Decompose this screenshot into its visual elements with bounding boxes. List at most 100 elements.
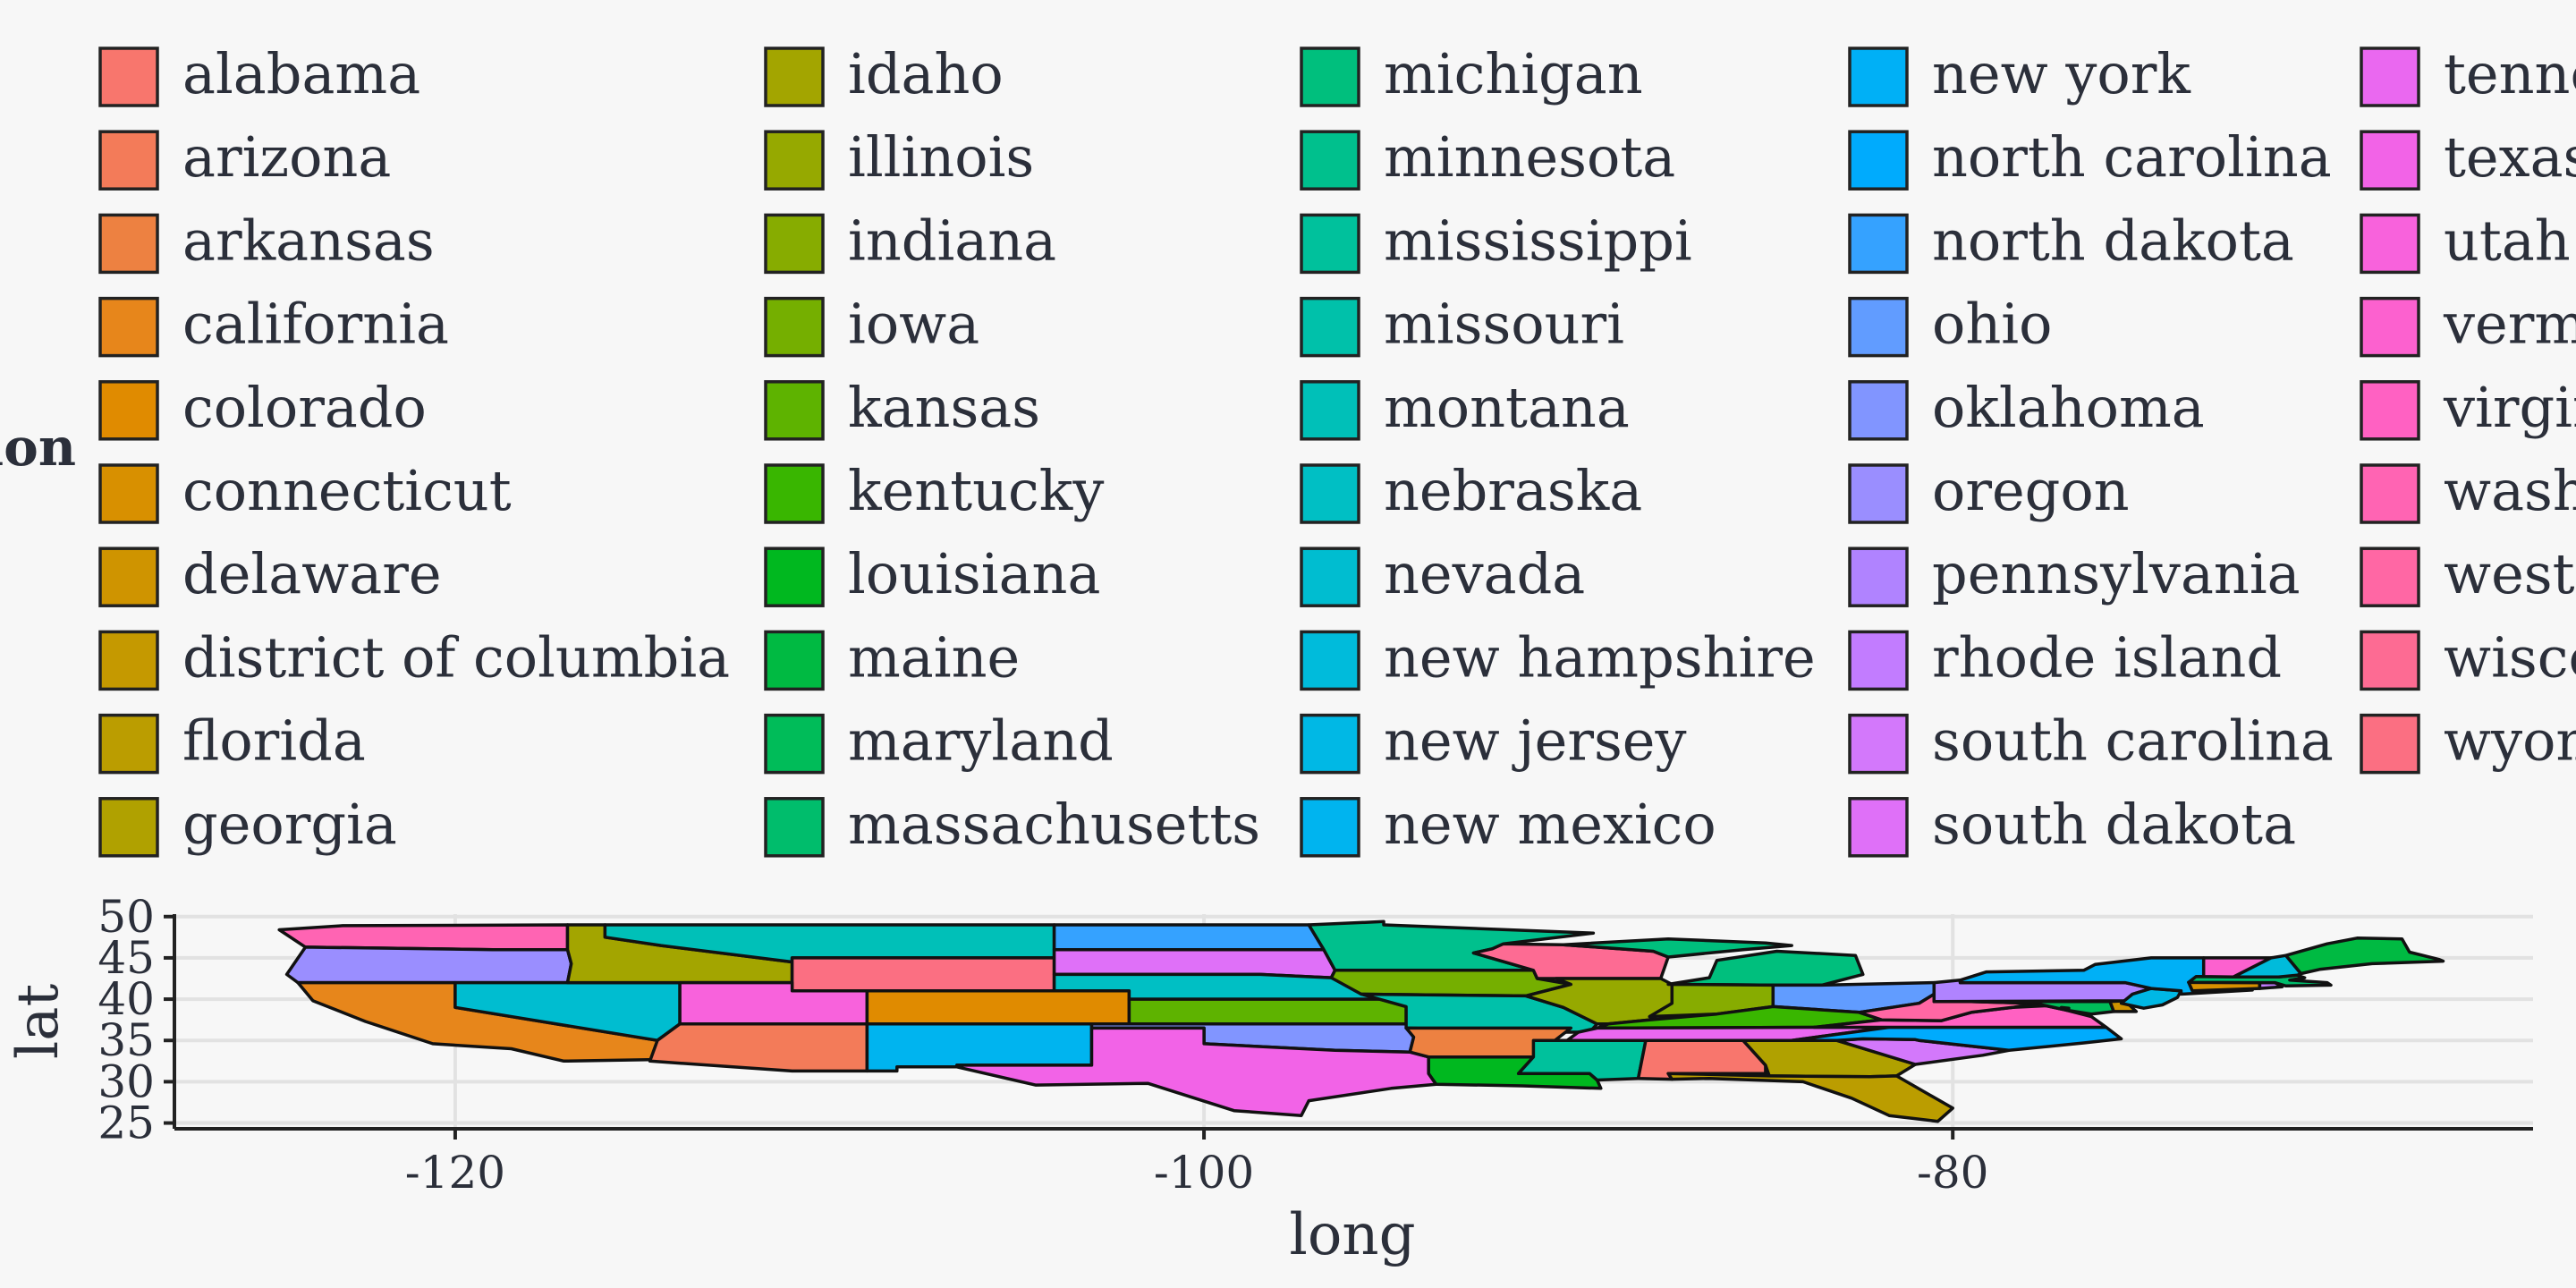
legend-key-minnesota bbox=[1300, 130, 1360, 191]
legend-key-louisiana bbox=[764, 547, 825, 607]
legend-label-georgia: georgia bbox=[182, 792, 397, 857]
legend-key-florida bbox=[98, 713, 159, 775]
legend-label-montana: montana bbox=[1384, 375, 1630, 440]
legend-label-iowa: iowa bbox=[848, 292, 979, 357]
legend-label-minnesota: minnesota bbox=[1384, 124, 1675, 190]
legend-label-missouri: missouri bbox=[1384, 292, 1624, 357]
legend-key-idaho bbox=[764, 47, 825, 107]
legend-label-south-carolina: south carolina bbox=[1932, 708, 2334, 774]
legend-key-utah bbox=[2360, 213, 2420, 275]
legend-key-tennessee bbox=[2360, 47, 2420, 107]
legend-label-district-of-columbia: district of columbia bbox=[182, 624, 730, 690]
legend-label-vermont: vermont bbox=[2443, 292, 2576, 357]
legend-label-idaho: idaho bbox=[848, 41, 1004, 106]
legend-key-georgia bbox=[98, 797, 159, 858]
legend-key-montana bbox=[1300, 380, 1360, 441]
y-tick-label: 45 bbox=[97, 932, 155, 984]
legend-label-colorado: colorado bbox=[182, 375, 427, 440]
y-tick-label: 25 bbox=[97, 1097, 155, 1149]
map-regions bbox=[277, 919, 2445, 1123]
region-wyoming bbox=[790, 956, 1056, 993]
legend-label-louisiana: louisiana bbox=[848, 541, 1100, 606]
region-michigan-upper bbox=[1562, 936, 1793, 959]
legend-key-illinois bbox=[764, 130, 825, 191]
legend-label-michigan: michigan bbox=[1384, 41, 1643, 106]
region-maine bbox=[2284, 936, 2445, 976]
legend-key-rhode-island bbox=[1848, 630, 1909, 691]
y-tick-label: 35 bbox=[97, 1014, 155, 1066]
legend-key-new-york bbox=[1848, 47, 1909, 107]
legend-key-indiana bbox=[764, 213, 825, 275]
legend-key-virginia bbox=[2360, 380, 2420, 441]
legend-key-arizona bbox=[98, 130, 159, 191]
legend-label-illinois: illinois bbox=[848, 124, 1034, 190]
legend: alabama arizona arkansas california colorado… bbox=[98, 41, 2576, 858]
legend-label-north-dakota: north dakota bbox=[1932, 208, 2294, 273]
legend-label-arkansas: arkansas bbox=[182, 208, 435, 273]
x-tick-label: -100 bbox=[1154, 1147, 1254, 1199]
legend-label-texas: texas bbox=[2444, 124, 2576, 190]
axes bbox=[173, 914, 2533, 1131]
legend-key-iowa bbox=[764, 296, 825, 358]
legend-key-nebraska bbox=[1300, 463, 1360, 524]
legend-label-indiana: indiana bbox=[848, 208, 1056, 273]
legend-key-new-hampshire bbox=[1300, 630, 1360, 691]
legend-key-maryland bbox=[764, 713, 825, 775]
legend-key-new-jersey bbox=[1300, 713, 1360, 775]
legend-key-connecticut bbox=[98, 463, 159, 524]
legend-key-mississippi bbox=[1300, 213, 1360, 275]
region-north-dakota bbox=[1052, 923, 1326, 952]
legend-key-california bbox=[98, 296, 159, 358]
legend-key-oregon bbox=[1848, 463, 1909, 524]
legend-key-vermont bbox=[2360, 296, 2420, 358]
legend-key-colorado bbox=[98, 380, 159, 441]
legend-label-connecticut: connecticut bbox=[182, 458, 512, 523]
legend-label-florida: florida bbox=[182, 708, 366, 774]
region-mississippi bbox=[1516, 1038, 1648, 1082]
legend-key-nevada bbox=[1300, 547, 1360, 607]
legend-key-pennsylvania bbox=[1848, 547, 1909, 607]
y-tick-label: 40 bbox=[97, 973, 155, 1025]
legend-key-massachusetts bbox=[764, 797, 825, 858]
region-colorado bbox=[865, 989, 1131, 1026]
legend-label-virginia: virginia bbox=[2443, 375, 2576, 440]
legend-key-ohio bbox=[1848, 296, 1909, 358]
legend-key-texas bbox=[2360, 130, 2420, 191]
region-oregon bbox=[284, 945, 573, 985]
legend-label-utah: utah bbox=[2444, 208, 2571, 273]
x-tick-label: -80 bbox=[1917, 1147, 1989, 1199]
legend-key-district-of-columbia bbox=[98, 630, 159, 691]
region-kansas bbox=[1127, 997, 1408, 1026]
legend-label-pennsylvania: pennsylvania bbox=[1932, 541, 2301, 606]
legend-key-delaware bbox=[98, 547, 159, 607]
legend-label-new-jersey: new jersey bbox=[1384, 708, 1687, 774]
legend-key-wyoming bbox=[2360, 713, 2420, 775]
legend-key-north-carolina bbox=[1848, 130, 1909, 191]
legend-label-kansas: kansas bbox=[848, 375, 1040, 440]
legend-label-ohio: ohio bbox=[1932, 292, 2052, 357]
legend-label-maine: maine bbox=[848, 624, 1020, 690]
x-tick-label: -120 bbox=[405, 1147, 505, 1199]
legend-key-michigan bbox=[1300, 47, 1360, 107]
legend-key-north-dakota bbox=[1848, 213, 1909, 275]
legend-label-delaware: delaware bbox=[182, 541, 442, 606]
region-district-of-columbia bbox=[2059, 1005, 2071, 1011]
y-axis-title: lat bbox=[5, 984, 72, 1060]
legend-title: region bbox=[0, 417, 76, 478]
legend-key-maine bbox=[764, 630, 825, 691]
legend-label-wyoming: wyoming bbox=[2444, 708, 2576, 774]
legend-label-rhode-island: rhode island bbox=[1932, 624, 2282, 690]
legend-label-arizona: arizona bbox=[182, 124, 391, 190]
region-florida bbox=[1666, 1072, 1954, 1123]
legend-key-west-virginia bbox=[2360, 547, 2420, 607]
legend-label-oklahoma: oklahoma bbox=[1932, 375, 2205, 440]
y-tick-label: 50 bbox=[97, 891, 155, 943]
legend-key-kentucky bbox=[764, 463, 825, 524]
legend-key-south-dakota bbox=[1848, 797, 1909, 858]
legend-key-washington bbox=[2360, 463, 2420, 524]
legend-key-kansas bbox=[764, 380, 825, 441]
y-tick-label: 30 bbox=[97, 1055, 155, 1107]
